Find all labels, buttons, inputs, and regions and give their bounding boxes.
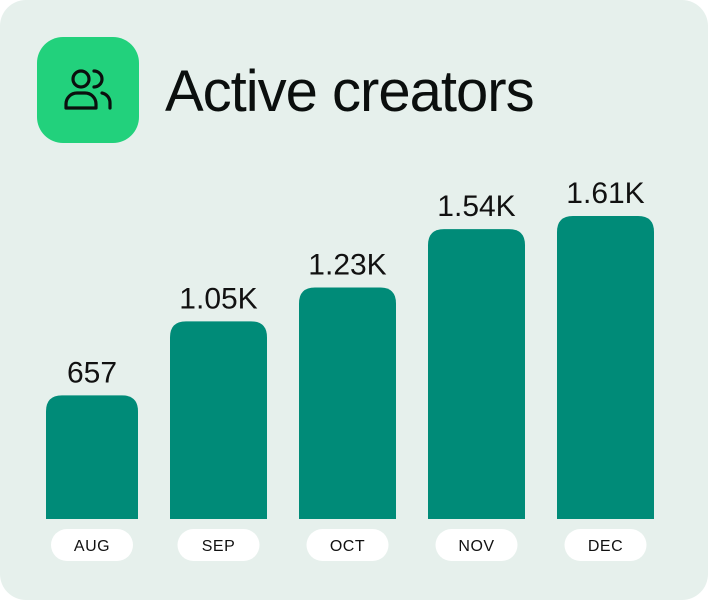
category-label: NOV: [458, 538, 494, 555]
bar-nov: [428, 229, 525, 519]
bar-sep: [170, 321, 267, 519]
category-pill: [564, 529, 647, 561]
value-label: 1.23K: [308, 249, 386, 282]
category-pill: [51, 529, 133, 561]
category-label: OCT: [330, 538, 365, 555]
category-pill: [306, 529, 389, 561]
bar-aug: [46, 395, 138, 519]
category-label: SEP: [202, 538, 236, 555]
category-label: AUG: [74, 538, 110, 555]
value-label: 657: [67, 356, 117, 389]
bar-oct: [299, 287, 396, 519]
value-label: 1.61K: [566, 177, 644, 210]
users-icon: [64, 69, 112, 110]
category-pill: [435, 529, 518, 561]
icon-badge: [37, 37, 139, 143]
category-pill: [177, 529, 260, 561]
bar-dec: [557, 216, 654, 519]
value-label: 1.54K: [437, 190, 515, 223]
chart-title: Active creators: [165, 59, 535, 124]
value-label: 1.05K: [179, 282, 257, 315]
category-label: DEC: [588, 538, 623, 555]
